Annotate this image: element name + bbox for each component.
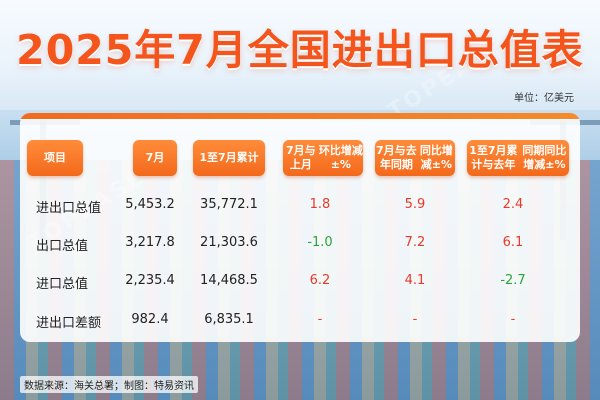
background-sky	[0, 0, 600, 120]
column-header-line: 同期同比增减±%	[522, 144, 567, 171]
table-cell: 982.4	[131, 312, 169, 327]
table-cell: 2.4	[502, 197, 524, 212]
column-header-line: 1至7月累计	[199, 151, 259, 165]
table-cell: -2.7	[500, 273, 526, 288]
row-label: 出口总值	[36, 239, 89, 254]
column-header: 1至7月累计	[193, 140, 265, 176]
table-cell: 14,468.5	[200, 273, 258, 288]
row-label: 进出口总值	[36, 201, 102, 216]
panel-top-band	[20, 113, 580, 119]
row-label: 进出口差额	[36, 316, 102, 331]
table-cell: 5.9	[404, 197, 426, 212]
table-cell: 35,772.1	[200, 197, 258, 212]
table-cell: 3,217.8	[125, 235, 175, 250]
table-cell: 2,235.4	[125, 273, 175, 288]
unit-label: 单位：亿美元	[514, 93, 574, 104]
table-cell: -	[317, 312, 323, 327]
row-label: 进口总值	[36, 277, 89, 292]
column-header: 7月与上月 环比增减±%	[283, 140, 363, 176]
column-header-line: 7月与去年同期	[376, 144, 417, 171]
table-cell: 1.8	[309, 197, 331, 212]
column-header: 7月与去年同期 同比增减±%	[375, 140, 455, 176]
column-header-line: 1至7月累计与去年	[469, 144, 518, 171]
column-header-line: 环比增减±%	[318, 144, 363, 171]
table-cell: 4.1	[404, 273, 426, 288]
column-header: 1至7月累计与去年 同期同比增减±%	[467, 140, 569, 176]
column-header-line: 同比增减±%	[419, 144, 453, 171]
table-cell: 21,303.6	[200, 235, 258, 250]
column-header-line: 7月	[145, 151, 165, 165]
table-cell: 6.1	[502, 235, 524, 250]
table-cell: 6,835.1	[204, 312, 254, 327]
table-cell: -	[510, 312, 516, 327]
table-cell: -1.0	[307, 235, 333, 250]
column-header: 项目	[27, 140, 83, 176]
source-note: 数据来源：海关总署；制图：特易资讯	[20, 376, 198, 393]
column-header-line: 项目	[44, 151, 66, 165]
table-cell: 7.2	[404, 235, 426, 250]
table-cell: -	[412, 312, 418, 327]
column-header: 7月	[133, 140, 177, 176]
column-header-line: 7月与上月	[286, 144, 316, 171]
page-title: 2025年7月全国进出口总值表	[16, 26, 584, 74]
table-cell: 6.2	[309, 273, 331, 288]
table-cell: 5,453.2	[125, 197, 175, 212]
